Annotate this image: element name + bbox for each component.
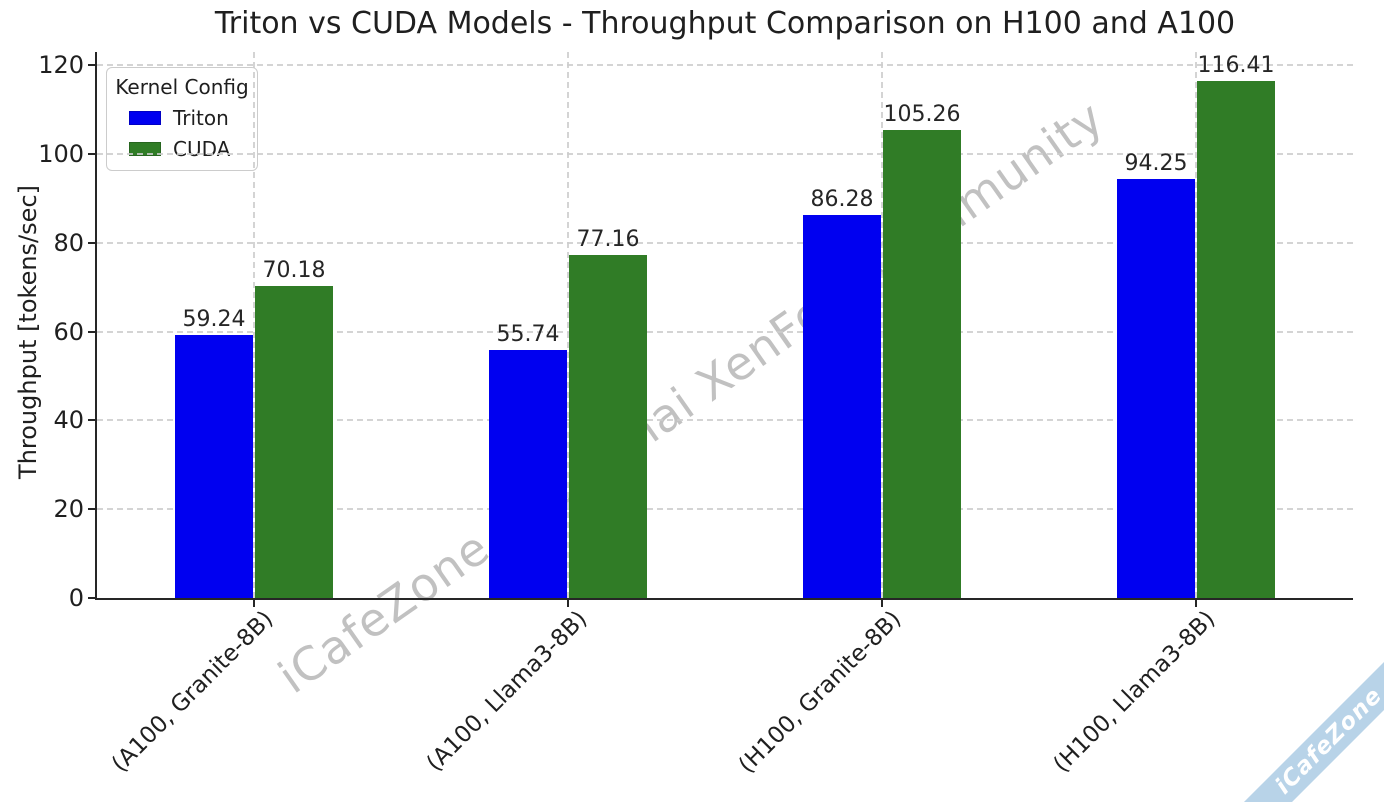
y-tick-mark <box>88 241 97 244</box>
x-axis-spine <box>95 598 1353 600</box>
gridline-horizontal <box>97 152 1353 155</box>
gridline-horizontal <box>97 508 1353 511</box>
gridline-vertical <box>881 52 883 598</box>
y-tick-mark <box>88 330 97 333</box>
gridline-horizontal <box>97 330 1353 333</box>
legend-title: Kernel Config <box>115 75 249 99</box>
gridline-vertical <box>253 52 255 598</box>
gridline-horizontal <box>97 241 1353 244</box>
bar-value-label: 105.26 <box>883 102 961 128</box>
x-tick-mark <box>567 599 569 607</box>
y-tick-label: 60 <box>53 317 84 346</box>
x-tick-mark <box>253 599 255 607</box>
y-tick-mark <box>88 152 97 155</box>
corner-ribbon-badge: iCafeZone <box>1225 637 1384 802</box>
chart-title: Triton vs CUDA Models - Throughput Compa… <box>214 6 1236 41</box>
gridline-vertical <box>567 52 569 598</box>
bar-value-label: 70.18 <box>262 258 326 284</box>
bar-cuda-2 <box>883 130 961 598</box>
x-tick-label: (A100, Granite-8B) <box>106 606 279 778</box>
gridline-horizontal <box>97 419 1353 422</box>
y-axis-spine <box>95 52 97 600</box>
x-tick-mark <box>1195 599 1197 607</box>
x-tick-label: (H100, Granite-8B) <box>733 606 907 779</box>
y-tick-label: 120 <box>38 51 84 79</box>
bar-value-label: 86.28 <box>810 186 874 212</box>
bar-value-label: 94.25 <box>1124 151 1188 177</box>
legend-label-triton: Triton <box>173 106 229 130</box>
y-tick-mark <box>88 64 97 66</box>
bar-triton-0 <box>175 334 253 598</box>
bar-triton-1 <box>489 350 567 598</box>
triton-color-swatch <box>129 111 161 125</box>
y-tick-label: 40 <box>53 406 84 435</box>
y-tick-mark <box>88 419 97 422</box>
x-tick-label: (H100, Llama3-8B) <box>1048 606 1221 778</box>
bar-triton-3 <box>1117 179 1195 598</box>
y-tick-label: 80 <box>53 228 84 257</box>
bar-cuda-1 <box>569 255 647 598</box>
y-tick-mark <box>88 508 97 511</box>
bar-cuda-3 <box>1197 80 1275 598</box>
bar-cuda-0 <box>255 286 333 598</box>
bar-value-label: 55.74 <box>496 322 560 348</box>
gridline-horizontal <box>97 64 1353 66</box>
y-tick-label: 20 <box>53 495 84 524</box>
watermark-text: iCafeZone.Net - Thai XenForo Community <box>268 89 1114 705</box>
bar-triton-2 <box>803 214 881 598</box>
bar-value-label: 116.41 <box>1197 52 1275 78</box>
legend: Kernel Config Triton CUDA <box>106 67 258 171</box>
cuda-color-swatch <box>129 142 161 156</box>
x-tick-label: (A100, Llama3-8B) <box>421 606 593 777</box>
y-tick-label: 100 <box>38 139 84 168</box>
legend-label-cuda: CUDA <box>173 137 231 161</box>
legend-entry-cuda: CUDA <box>129 137 249 161</box>
bar-value-label: 59.24 <box>182 306 246 332</box>
bar-value-label: 77.16 <box>576 227 640 253</box>
y-tick-label: 0 <box>68 584 84 612</box>
x-tick-mark <box>881 599 883 607</box>
y-tick-mark <box>88 597 97 599</box>
legend-entry-triton: Triton <box>129 106 249 130</box>
gridline-vertical <box>1195 52 1197 598</box>
